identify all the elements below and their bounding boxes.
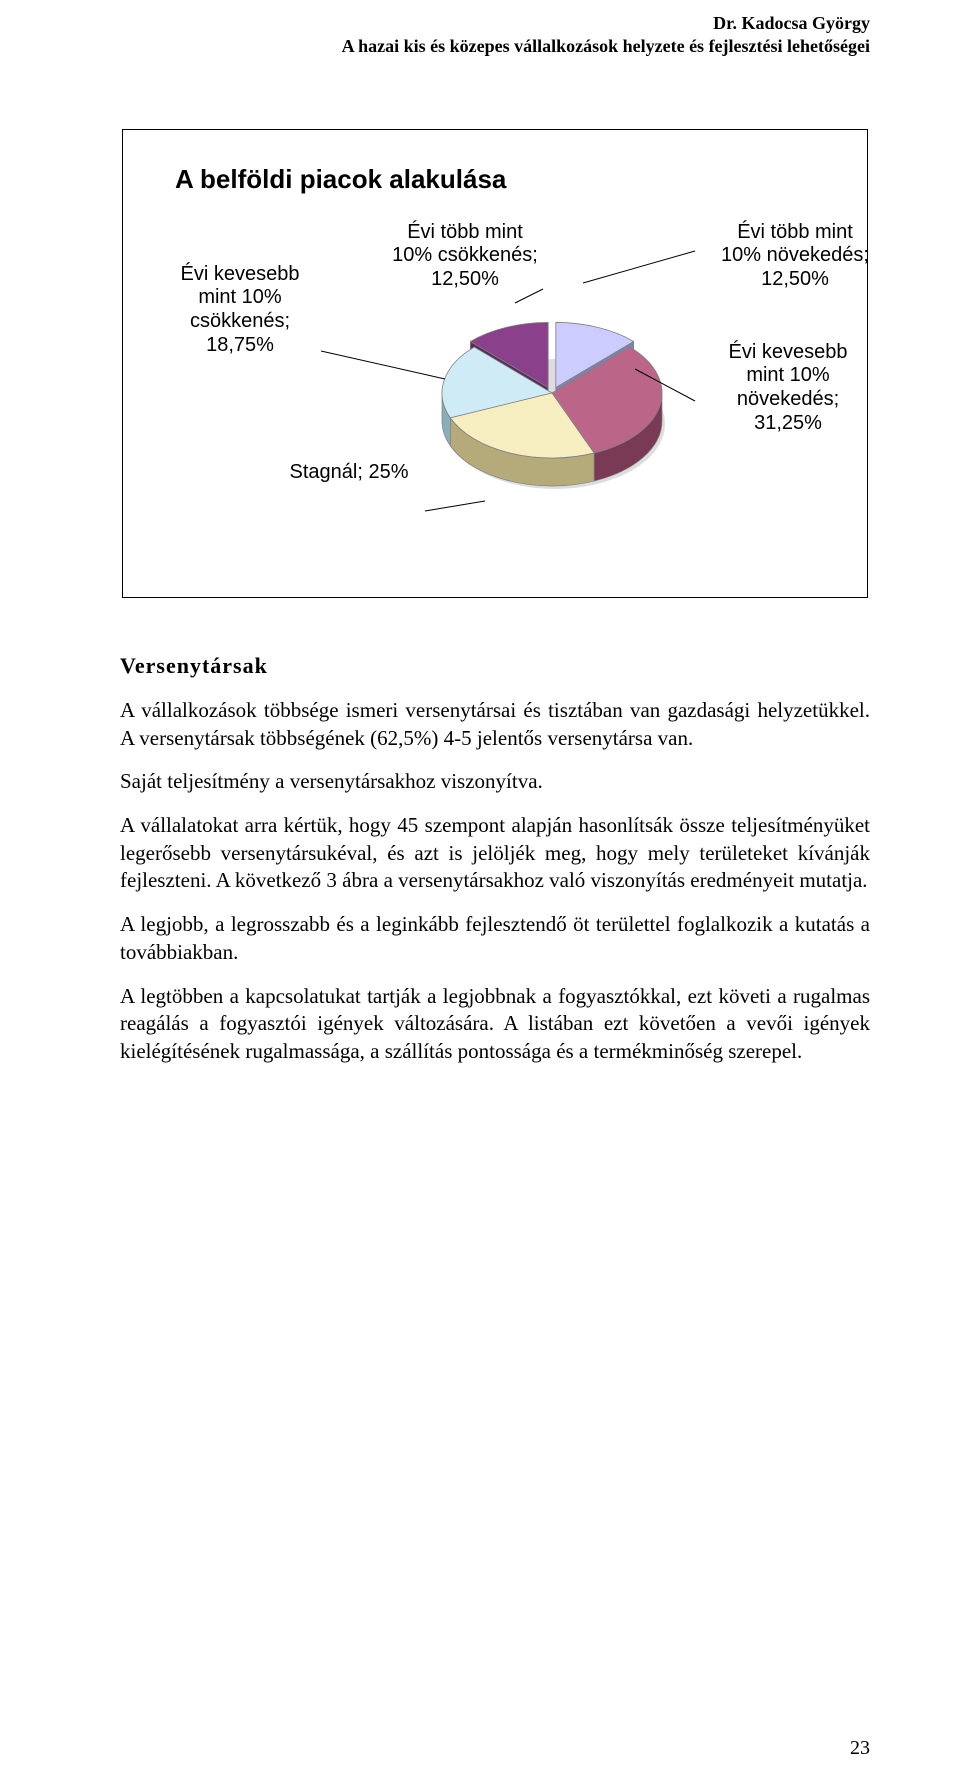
pie-chart-frame: A belföldi piacok alakulása Évi több min… [122,129,868,598]
section-title: Versenytársak [120,653,870,679]
header-subtitle: A hazai kis és közepes vállalkozások hel… [120,35,870,58]
page-header: Dr. Kadocsa György A hazai kis és közepe… [120,12,870,59]
header-author: Dr. Kadocsa György [120,12,870,35]
body-paragraph: Saját teljesítmény a versenytársakhoz vi… [120,768,870,796]
slice-label-4: Évi több mint 10% csökkenés; 12,50% [375,221,555,292]
slice-label-0: Évi több mint 10% növekedés; 12,50% [705,221,885,292]
slice-label-1: Évi kevesebb mint 10% növekedés; 31,25% [703,341,873,435]
body-paragraph: A legtöbben a kapcsolatukat tartják a le… [120,983,870,1066]
body-paragraph: A vállalkozások többsége ismeri versenyt… [120,697,870,752]
pie-chart [427,283,677,533]
chart-title: A belföldi piacok alakulása [175,164,845,195]
chart-area: Évi több mint 10% növekedés; 12,50% Évi … [145,221,845,561]
page-number: 23 [850,1737,870,1760]
slice-label-2: Stagnál; 25% [269,461,429,485]
body-paragraph: A legjobb, a legrosszabb és a leginkább … [120,911,870,966]
body-paragraph: A vállalatokat arra kértük, hogy 45 szem… [120,812,870,895]
slice-label-3: Évi kevesebb mint 10% csökkenés; 18,75% [155,263,325,357]
body-text: A vállalkozások többsége ismeri versenyt… [120,697,870,1066]
